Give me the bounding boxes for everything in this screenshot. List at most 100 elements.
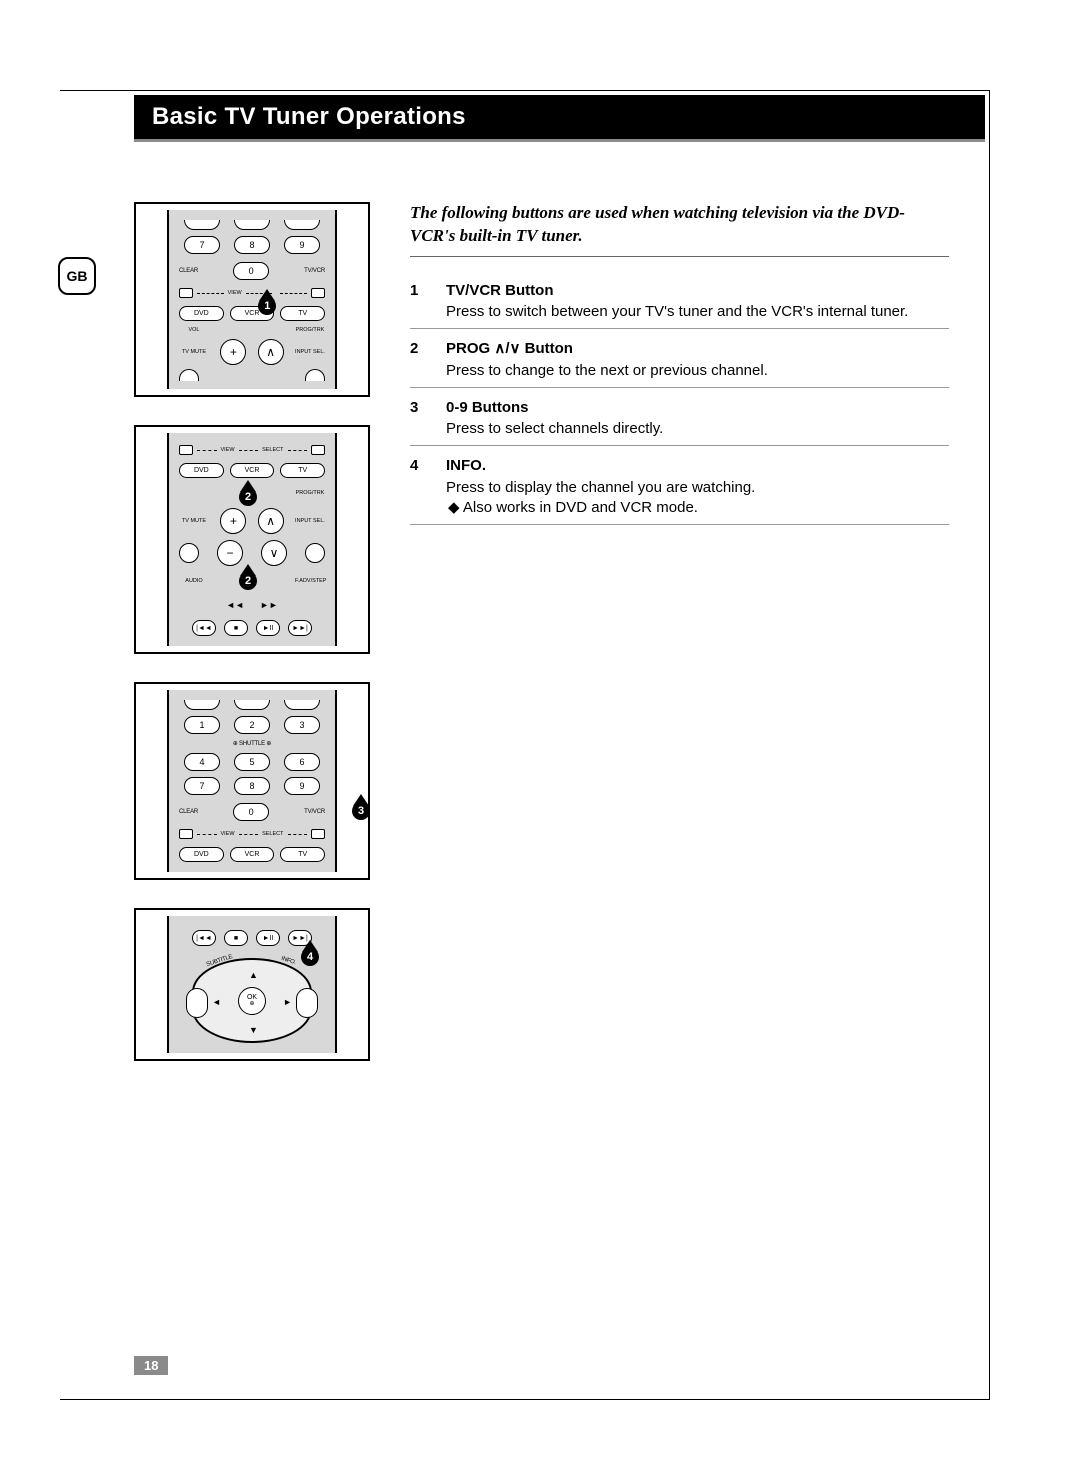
next-icon: ►►| [288, 620, 312, 636]
num-5: 5 [234, 753, 270, 771]
callout-2a: 2 [245, 491, 251, 503]
label-tvmute: TV MUTE [179, 518, 209, 524]
num-9: 9 [284, 777, 320, 795]
label-inputsel: INPUT SEL. [295, 349, 325, 355]
item-desc: Press to display the channel you are wat… [446, 478, 949, 498]
item-desc: Press to change to the next or previous … [446, 361, 949, 381]
label-select: SELECT [262, 447, 283, 453]
num-0: 0 [233, 262, 269, 280]
num-8: 8 [234, 236, 270, 254]
label-fadvstep: F.ADV/STEP [295, 578, 325, 584]
label-view: VIEW [228, 290, 242, 296]
num-8: 8 [234, 777, 270, 795]
instruction-item: 1 TV/VCR Button Press to switch between … [410, 281, 949, 330]
label-progtrk: PROG/TRK [295, 490, 325, 496]
mode-dvd: DVD [179, 463, 224, 478]
label-tvmute: TV MUTE [179, 349, 209, 355]
remote-fig-1: 7 8 9 CLEAR 0 TV/VCR VIEW1 DVD VCR TV [134, 202, 370, 397]
callout-3: 3 [358, 805, 364, 817]
label-subtitle: SUBTITLE [206, 954, 234, 968]
label-info: INFO. [280, 956, 296, 966]
label-shuttle: ⊕ SHUTTLE ⊕ [233, 740, 272, 747]
instruction-item: 2 PROG ∧/∨ Button Press to change to the… [410, 339, 949, 388]
item-number: 3 [410, 398, 424, 440]
num-1: 1 [184, 716, 220, 734]
label-view: VIEW [221, 831, 235, 837]
item-number: 1 [410, 281, 424, 323]
remote-fig-4: |◄◄ ■ ►II ►►| 4 SUBTITLE INFO. ▲ [134, 908, 370, 1061]
return-side-icon [296, 988, 318, 1018]
callout-1: 1 [264, 300, 270, 312]
right-arrow-icon: ► [283, 997, 292, 1007]
instruction-item: 3 0-9 Buttons Press to select channels d… [410, 398, 949, 447]
label-tvvcr: TV/VCR [304, 268, 325, 274]
left-arrow-icon: ◄ [212, 997, 221, 1007]
label-inputsel: INPUT SEL. [295, 518, 325, 524]
item-title: PROG ∧/∨ Button [446, 340, 573, 357]
ok-button-icon: OK⊕ [238, 987, 266, 1015]
num-2: 2 [234, 716, 270, 734]
num-9: 9 [284, 236, 320, 254]
item-desc: Press to select channels directly. [446, 419, 949, 439]
intro-text: The following buttons are used when watc… [410, 202, 949, 257]
num-7: 7 [184, 236, 220, 254]
remote-fig-3: 1 2 3 ⊕ SHUTTLE ⊕ 4 5 6 7 8 9 [134, 682, 370, 880]
up-arrow-icon: ▲ [249, 970, 258, 980]
inputsel-icon [305, 543, 325, 563]
stop-icon: ■ [224, 620, 248, 636]
down-arrow-icon: ▼ [249, 1025, 258, 1035]
mode-tv: TV [280, 306, 325, 321]
mode-dvd: DVD [179, 847, 224, 862]
page-number: 18 [134, 1356, 168, 1375]
label-view: VIEW [221, 447, 235, 453]
label-clear: CLEAR [179, 268, 198, 274]
callout-4: 4 [307, 951, 313, 963]
mute-icon [179, 543, 199, 563]
prog-down-icon: ∨ [261, 540, 287, 566]
page-title: Basic TV Tuner Operations [134, 95, 985, 142]
label-vol: VOL [179, 327, 209, 333]
vol-down-icon: − [217, 540, 243, 566]
mode-dvd: DVD [179, 306, 224, 321]
prev-icon: |◄◄ [192, 620, 216, 636]
label-select: SELECT [262, 831, 283, 837]
mode-vcr: VCR [230, 463, 275, 478]
item-title: 0-9 Buttons [446, 399, 529, 416]
mode-vcr: VCR [230, 847, 275, 862]
remote-illustrations: 7 8 9 CLEAR 0 TV/VCR VIEW 1 DVD VCR TV [134, 202, 370, 1061]
label-audio: AUDIO [179, 578, 209, 584]
instructions-column: The following buttons are used when watc… [410, 202, 949, 1061]
vol-up-icon: + [220, 339, 246, 365]
item-number: 4 [410, 456, 424, 518]
num-4: 4 [184, 753, 220, 771]
dpad: SUBTITLE INFO. ▲ ▼ ◄ ► OK⊕ [192, 958, 312, 1043]
mode-tv: TV [280, 463, 325, 478]
prog-up-icon: ∧ [258, 508, 284, 534]
callout-2b: 2 [245, 575, 251, 587]
item-number: 2 [410, 339, 424, 381]
num-0: 0 [233, 803, 269, 821]
num-6: 6 [284, 753, 320, 771]
num-7: 7 [184, 777, 220, 795]
label-clear: CLEAR [179, 809, 198, 815]
play-pause-icon: ►II [256, 930, 280, 946]
item-title: INFO. [446, 457, 486, 474]
menu-side-icon [186, 988, 208, 1018]
language-badge: GB [58, 257, 96, 295]
remote-fig-2: VIEWSELECT DVD VCR TV 2PROG/TRK TV MUTE … [134, 425, 370, 654]
ff-icon: ►► [260, 600, 278, 610]
stop-icon: ■ [224, 930, 248, 946]
mode-tv: TV [280, 847, 325, 862]
page-frame: Basic TV Tuner Operations GB 7 8 9 CLEAR… [60, 90, 990, 1400]
item-sub: ◆ Also works in DVD and VCR mode. [448, 498, 949, 518]
vol-up-icon: + [220, 508, 246, 534]
instruction-item: 4 INFO. Press to display the channel you… [410, 456, 949, 525]
prog-up-icon: ∧ [258, 339, 284, 365]
label-progtrk: PROG/TRK [295, 327, 325, 333]
item-desc: Press to switch between your TV's tuner … [446, 302, 949, 322]
rew-icon: ◄◄ [226, 600, 244, 610]
num-3: 3 [284, 716, 320, 734]
play-pause-icon: ►II [256, 620, 280, 636]
label-tvvcr: TV/VCR [304, 809, 325, 815]
prev-icon: |◄◄ [192, 930, 216, 946]
